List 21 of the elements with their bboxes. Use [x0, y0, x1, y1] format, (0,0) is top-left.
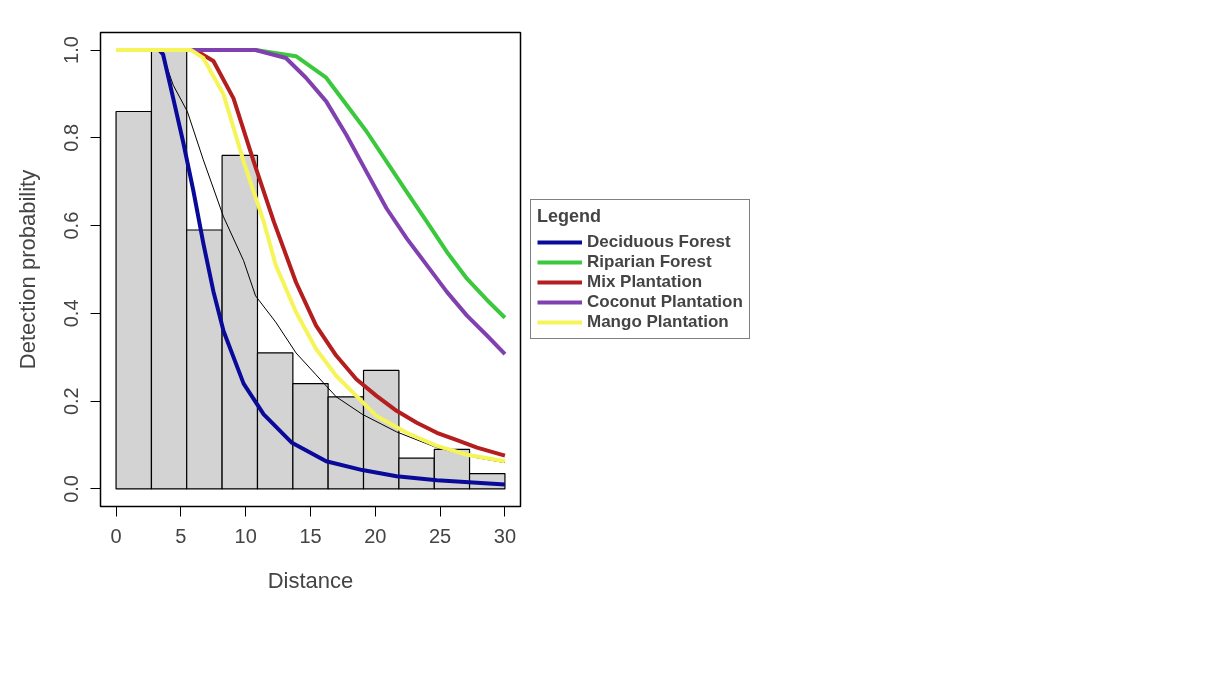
legend-label: Mango Plantation [587, 312, 729, 332]
x-tick-label: 30 [493, 524, 517, 547]
legend-title: Legend [537, 206, 602, 227]
x-axis-title: Distance [267, 567, 354, 593]
x-tick-label: 0 [110, 524, 122, 547]
y-tick-label: 1.0 [60, 36, 83, 64]
x-tick-label: 10 [234, 524, 257, 547]
y-tick-label: 0.8 [60, 123, 83, 152]
legend-label: Riparian Forest [587, 252, 712, 272]
y-tick-label: 0.0 [60, 475, 83, 503]
legend-label: Deciduous Forest [587, 232, 731, 252]
x-tick-label: 25 [429, 524, 452, 547]
y-tick-label: 0.2 [60, 387, 83, 416]
y-tick-label: 0.4 [60, 299, 83, 328]
legend-label: Coconut Plantation [587, 292, 743, 312]
y-tick-label: 0.6 [60, 211, 83, 240]
x-tick-label: 15 [299, 524, 322, 547]
legend-label: Mix Plantation [587, 272, 703, 292]
x-tick-label: 20 [364, 524, 387, 547]
y-axis-title: Detection probability [14, 169, 40, 370]
x-tick-label: 5 [175, 524, 187, 547]
